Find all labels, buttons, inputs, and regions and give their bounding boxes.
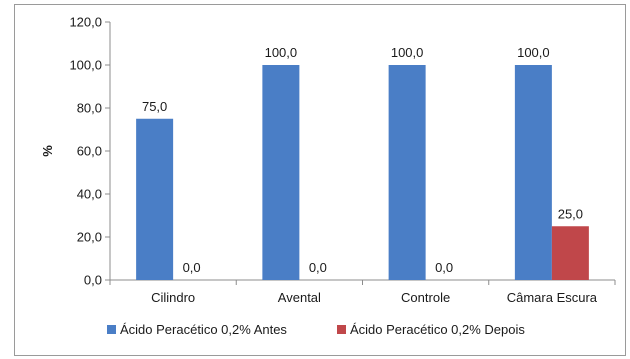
y-axis: 0,0 20,0 40,0 60,0 80,0 100,0 120,0	[69, 15, 111, 288]
legend-swatch	[107, 325, 116, 334]
y-tick-label: 20,0	[77, 230, 102, 245]
legend-label: Ácido Peracético 0,2% Antes	[120, 322, 287, 337]
bar-antes	[388, 65, 426, 280]
y-tick-label: 100,0	[69, 58, 102, 73]
x-axis: Cilindro Avental Controle Câmara Escura	[109, 279, 616, 305]
legend-swatch	[337, 325, 346, 334]
data-label: 0,0	[309, 260, 327, 275]
data-label: 100,0	[517, 45, 550, 60]
x-tick-label: Avental	[278, 290, 321, 305]
y-tick-label: 0,0	[84, 273, 102, 288]
data-label: 75,0	[142, 99, 167, 114]
bars	[136, 65, 589, 280]
data-label: 100,0	[391, 45, 424, 60]
bar-labels: 75,0 0,0 100,0 0,0 100,0 0,0 100,0 25,0	[142, 45, 583, 275]
x-tick-label: Cilindro	[151, 290, 195, 305]
data-label: 25,0	[558, 206, 583, 221]
y-tick-label: 120,0	[69, 15, 102, 30]
bar-depois	[551, 226, 589, 280]
bar-antes	[136, 118, 174, 280]
y-tick-label: 40,0	[77, 187, 102, 202]
y-tick-label: 60,0	[77, 144, 102, 159]
legend-label: Ácido Peracético 0,2% Depois	[350, 322, 525, 337]
bar-antes	[262, 65, 300, 280]
legend: Ácido Peracético 0,2% Antes Ácido Peracét…	[107, 322, 525, 337]
data-label: 100,0	[265, 45, 298, 60]
x-tick-label: Controle	[401, 290, 450, 305]
data-label: 0,0	[435, 260, 453, 275]
data-label: 0,0	[183, 260, 201, 275]
y-axis-title: %	[40, 145, 55, 157]
x-tick-label: Câmara Escura	[507, 290, 598, 305]
y-tick-label: 80,0	[77, 101, 102, 116]
bar-antes	[514, 65, 552, 280]
